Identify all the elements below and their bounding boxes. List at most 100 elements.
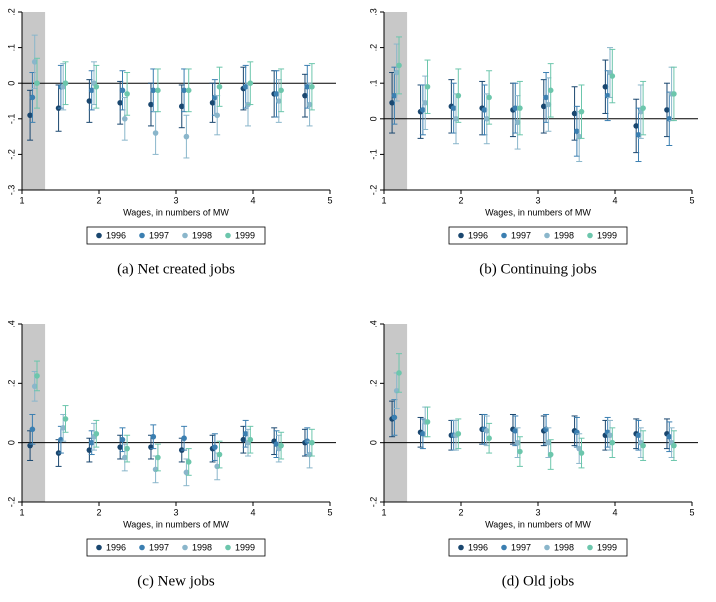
y-tick-label: .2 [368,44,378,52]
legend-label: 1996 [106,542,126,552]
x-tick-label: 3 [535,507,540,517]
point [34,373,40,379]
x-tick-label: 4 [612,195,617,205]
point [517,105,523,111]
y-tick-label: .1 [368,79,378,87]
x-axis-label: Wages, in numbers of MW [485,207,591,217]
point [278,87,284,94]
point [152,130,159,136]
x-tick-label: 1 [19,195,24,205]
point [216,451,223,458]
point [420,107,426,113]
point [247,436,254,443]
y-tick-label: -.2 [368,497,378,508]
point [543,94,549,101]
point [31,383,38,390]
point [640,442,646,449]
point [119,87,126,94]
legend-label: 1998 [192,230,212,240]
legend-marker [139,544,145,551]
point [88,439,95,446]
point [514,119,521,126]
point [88,87,95,94]
y-tick-label: -.3 [6,185,16,196]
x-axis-label: Wages, in numbers of MW [485,519,591,529]
legend-label: 1997 [511,230,531,240]
point [633,123,639,129]
point [93,430,100,437]
point [455,92,462,99]
point [455,430,462,437]
point [214,112,220,119]
point [424,83,431,90]
point [121,454,128,461]
legend-marker [139,232,145,239]
x-axis-label: Wages, in numbers of MW [123,207,229,217]
x-tick-label: 3 [173,507,178,517]
legend-label: 1996 [106,230,126,240]
point [640,105,646,111]
point [578,108,585,115]
legend-label: 1999 [235,230,255,240]
x-tick-label: 3 [535,195,540,205]
legend-label: 1998 [554,542,574,552]
x-tick-label: 1 [381,507,386,517]
legend-marker [544,232,550,239]
legend-label: 1997 [511,542,531,552]
legend-label: 1996 [468,542,488,552]
panel: -.2 -.1 0 .1 .2 .3 1 2 3 4 5 Wages, in numbers of M… [368,8,698,277]
point [671,91,677,97]
point [181,435,187,442]
y-tick-label: .4 [368,320,378,328]
point [181,87,187,94]
y-tick-label: .2 [6,380,16,388]
point [117,444,123,450]
x-tick-label: 1 [381,195,386,205]
legend-marker [96,232,102,239]
y-tick-label: .2 [368,380,378,388]
shaded-region [384,324,408,502]
legend-marker [458,232,464,239]
point [422,99,428,106]
legend-marker [587,232,593,239]
legend-label: 1997 [149,542,169,552]
shaded-region [22,324,46,502]
x-tick-label: 5 [327,195,332,205]
point [607,432,613,439]
x-tick-label: 5 [689,195,694,205]
point [666,433,673,440]
point [117,99,123,106]
caption: (c) New jobs [137,573,215,589]
x-tick-label: 4 [250,507,255,517]
point [155,87,161,94]
y-tick-label: -.1 [6,114,16,125]
point [540,103,547,110]
legend-marker [182,232,188,239]
legend-marker [501,232,507,239]
point [483,428,490,434]
point [574,128,580,135]
point [124,91,130,97]
point [547,87,554,94]
point [275,98,282,104]
legend-marker [587,544,593,551]
point [391,414,398,421]
legend-marker [544,544,550,551]
point [185,87,192,94]
point [571,110,578,117]
legend-marker [96,544,102,551]
y-tick-label: .3 [368,8,378,16]
y-tick-label: 0 [6,81,16,86]
point [545,101,552,108]
x-tick-label: 3 [173,195,178,205]
point [664,107,670,113]
point [185,459,192,465]
point [86,98,93,104]
point [391,92,398,99]
point [31,59,38,65]
point [514,439,521,446]
legend-label: 1999 [597,230,617,240]
x-tick-label: 4 [612,507,617,517]
point [512,428,519,434]
